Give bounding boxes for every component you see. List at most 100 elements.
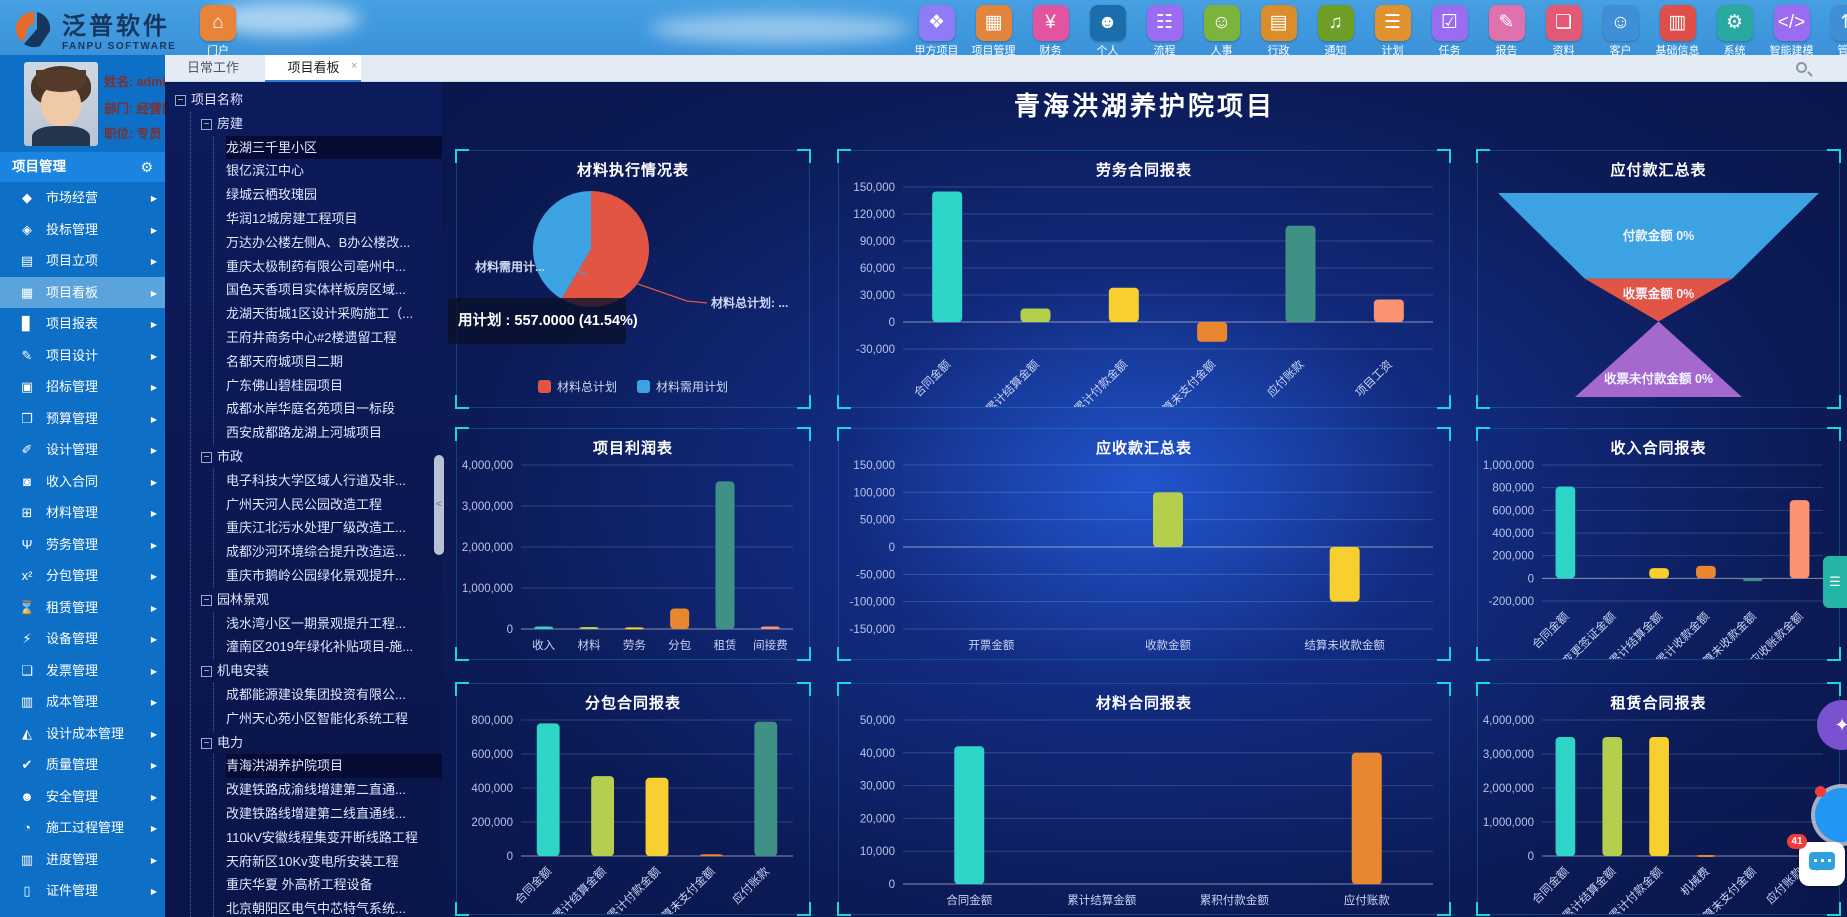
- tree-item[interactable]: 万达办公楼左侧A、B办公楼改...: [226, 231, 442, 255]
- tree-group-电力[interactable]: − 电力: [201, 731, 442, 755]
- sidebar-item-材料管理[interactable]: ⊞ 材料管理 ▶: [0, 497, 165, 529]
- nav-item-甲方项目[interactable]: ❖ 甲方项目: [908, 5, 965, 55]
- tree-item[interactable]: 成都沙河环境综合提升改造运...: [226, 540, 442, 564]
- nav-item-计划[interactable]: ☰ 计划: [1364, 5, 1421, 55]
- tree-item[interactable]: 名都天府城项目二期: [226, 350, 442, 374]
- tree-group-市政[interactable]: − 市政: [201, 445, 442, 469]
- sidebar-section-project-management[interactable]: 项目管理 ⚙: [0, 152, 165, 182]
- search-icon[interactable]: [1796, 62, 1807, 73]
- tab-project-board[interactable]: 项目看板 ×: [265, 55, 362, 82]
- tree-item[interactable]: 王府井商务中心#2楼遗留工程: [226, 326, 442, 350]
- sidebar-item-收入合同[interactable]: ◙ 收入合同 ▶: [0, 466, 165, 498]
- svg-text:收入: 收入: [532, 638, 555, 652]
- tree-root[interactable]: − 项目名称: [175, 88, 442, 112]
- sidebar-item-发票管理[interactable]: ❏ 发票管理 ▶: [0, 655, 165, 687]
- tree-item[interactable]: 重庆华夏 外高桥工程设备: [226, 873, 442, 897]
- feedback-tab-icon[interactable]: ☰: [1823, 556, 1847, 608]
- svg-text:4,000,000: 4,000,000: [1483, 715, 1534, 727]
- sidebar-item-分包管理[interactable]: x² 分包管理 ▶: [0, 560, 165, 592]
- tree-item[interactable]: 成都水岸华庭名苑项目一标段: [226, 397, 442, 421]
- sidebar-item-项目报表[interactable]: ▊ 项目报表 ▶: [0, 308, 165, 340]
- nav-item-智能建模[interactable]: </> 智能建模: [1763, 5, 1820, 55]
- tree-item[interactable]: 广州天心苑小区智能化系统工程: [226, 707, 442, 731]
- collapse-icon[interactable]: −: [201, 118, 212, 130]
- tree-item[interactable]: 西安成都路龙湖上河城项目: [226, 421, 442, 445]
- tree-item[interactable]: 重庆市鹅岭公园绿化景观提升...: [226, 564, 442, 588]
- collapse-icon[interactable]: −: [201, 737, 212, 749]
- pie-slice-材料需用计划: [533, 191, 591, 299]
- tree-item[interactable]: 绿城云栖玫瑰园: [226, 183, 442, 207]
- sidebar-item-质量管理[interactable]: ✔ 质量管理 ▶: [0, 749, 165, 781]
- sidebar-item-设备管理[interactable]: ⚡ 设备管理 ▶: [0, 623, 165, 655]
- nav-item-系统[interactable]: ⚙ 系统: [1706, 5, 1763, 55]
- nav-item-项目管理[interactable]: ▦ 项目管理: [965, 5, 1022, 55]
- sidebar-item-预算管理[interactable]: ❒ 预算管理 ▶: [0, 403, 165, 435]
- tree-collapse-handle[interactable]: <: [434, 455, 444, 555]
- nav-item-客户[interactable]: ☺ 客户: [1592, 5, 1649, 55]
- nav-item-行政[interactable]: ▤ 行政: [1250, 5, 1307, 55]
- avatar[interactable]: [24, 62, 98, 146]
- sidebar-item-设计成本管理[interactable]: ◭ 设计成本管理 ▶: [0, 718, 165, 750]
- tree-root-label: 项目名称: [191, 92, 244, 107]
- nav-item-财务[interactable]: ¥ 财务: [1022, 5, 1079, 55]
- sidebar-item-市场经营[interactable]: ◆ 市场经营 ▶: [0, 182, 165, 214]
- sidebar-item-证件管理[interactable]: ▯ 证件管理 ▶: [0, 875, 165, 907]
- nav-item-基础信息[interactable]: ▥ 基础信息: [1649, 5, 1706, 55]
- sidebar-item-招标管理[interactable]: ▣ 招标管理 ▶: [0, 371, 165, 403]
- legend-item[interactable]: 材料需用计划: [637, 378, 728, 395]
- tree-item[interactable]: 国色天香项目实体样板房区域...: [226, 278, 442, 302]
- sidebar-item-安全管理[interactable]: ☻ 安全管理 ▶: [0, 781, 165, 813]
- nav-item-portal[interactable]: ⌂ 门户: [196, 5, 240, 55]
- svg-text:3,000,000: 3,000,000: [1483, 749, 1534, 761]
- tree-group-房建[interactable]: − 房建: [201, 112, 442, 136]
- tree-item[interactable]: 重庆太极制药有限公司亳州中...: [226, 255, 442, 279]
- sidebar-item-项目立项[interactable]: ▤ 项目立项 ▶: [0, 245, 165, 277]
- close-icon[interactable]: ×: [351, 60, 358, 72]
- sidebar-item-项目看板[interactable]: ▦ 项目看板 ▶: [0, 276, 165, 308]
- tree-item[interactable]: 龙湖天街城1区设计采购施工（...: [226, 302, 442, 326]
- dashboard: 青海洪湖养护院项目 材料执行情况表 材料需用计... 材料总计划: ... 用计划 …: [442, 82, 1847, 917]
- tree-item[interactable]: 龙湖三千里小区: [226, 135, 442, 160]
- collapse-icon[interactable]: −: [201, 666, 212, 678]
- tree-item[interactable]: 潼南区2019年绿化补贴项目-施...: [226, 635, 442, 659]
- tree-item[interactable]: 成都能源建设集团投资有限公...: [226, 683, 442, 707]
- sidebar-item-设计管理[interactable]: ✐ 设计管理 ▶: [0, 434, 165, 466]
- tree-item[interactable]: 银亿滨江中心: [226, 159, 442, 183]
- tree-item[interactable]: 北京朝阳区电气中芯特气系统...: [226, 897, 442, 917]
- collapse-icon[interactable]: −: [201, 451, 212, 463]
- nav-item-流程[interactable]: ☷ 流程: [1136, 5, 1193, 55]
- tree-item[interactable]: 浅水湾小区一期景观提升工程...: [226, 612, 442, 636]
- sidebar-item-施工过程管理[interactable]: ◔ 施工过程管理 ▶: [0, 812, 165, 844]
- sidebar-item-进度管理[interactable]: ▥ 进度管理 ▶: [0, 844, 165, 876]
- sidebar-item-劳务管理[interactable]: Ψ 劳务管理 ▶: [0, 529, 165, 561]
- nav-item-报告[interactable]: ✎ 报告: [1478, 5, 1535, 55]
- tree-item[interactable]: 110kV安徽线程集变开断线路工程: [226, 826, 442, 850]
- nav-item-人事[interactable]: ☺ 人事: [1193, 5, 1250, 55]
- collapse-icon[interactable]: −: [175, 95, 186, 106]
- tree-item[interactable]: 电子科技大学区域人行道及非...: [226, 469, 442, 493]
- nav-item-管理[interactable]: ⇅ 管理: [1820, 5, 1847, 55]
- collapse-icon[interactable]: −: [201, 594, 212, 606]
- tree-group-机电安装[interactable]: − 机电安装: [201, 659, 442, 683]
- nav-item-个人[interactable]: ☻ 个人: [1079, 5, 1136, 55]
- tree-item[interactable]: 华润12城房建工程项目: [226, 207, 442, 231]
- nav-item-资料[interactable]: ❏ 资料: [1535, 5, 1592, 55]
- gear-icon[interactable]: ⚙: [140, 159, 153, 175]
- sidebar-item-投标管理[interactable]: ◈ 投标管理 ▶: [0, 214, 165, 246]
- chat-icon[interactable]: 41: [1787, 834, 1845, 886]
- tree-item[interactable]: 广州天河人民公园改造工程: [226, 493, 442, 517]
- nav-item-通知[interactable]: ♫ 通知: [1307, 5, 1364, 55]
- tree-item[interactable]: 改建铁路成渝线增建第二直通...: [226, 778, 442, 802]
- tab-daily-work[interactable]: 日常工作: [165, 55, 261, 82]
- sidebar-item-项目设计[interactable]: ✎ 项目设计 ▶: [0, 340, 165, 372]
- legend-item[interactable]: 材料总计划: [537, 378, 617, 395]
- sidebar-item-租赁管理[interactable]: ⌛ 租赁管理 ▶: [0, 592, 165, 624]
- tree-group-园林景观[interactable]: − 园林景观: [201, 588, 442, 612]
- tree-item[interactable]: 天府新区10Kv变电所安装工程: [226, 850, 442, 874]
- nav-item-任务[interactable]: ☑ 任务: [1421, 5, 1478, 55]
- tree-item[interactable]: 改建铁路线增建第二线直通线...: [226, 802, 442, 826]
- sidebar-item-成本管理[interactable]: ▥ 成本管理 ▶: [0, 686, 165, 718]
- tree-item[interactable]: 重庆江北污水处理厂级改造工...: [226, 516, 442, 540]
- tree-item[interactable]: 青海洪湖养护院项目: [226, 754, 442, 778]
- tree-item[interactable]: 广东佛山碧桂园项目: [226, 374, 442, 398]
